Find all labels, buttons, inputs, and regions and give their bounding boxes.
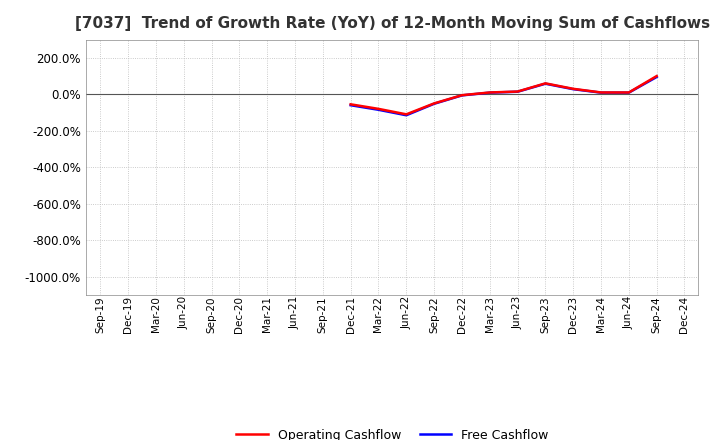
Operating Cashflow [458,92,467,98]
Free Cashflow [430,101,438,106]
Free Cashflow [569,87,577,92]
Operating Cashflow [569,86,577,92]
Free Cashflow [374,107,383,112]
Operating Cashflow [624,90,633,95]
Line: Free Cashflow: Free Cashflow [351,77,657,115]
Free Cashflow [624,90,633,95]
Free Cashflow [346,103,355,108]
Free Cashflow [485,90,494,95]
Operating Cashflow [485,90,494,95]
Free Cashflow [652,74,661,80]
Operating Cashflow [374,106,383,111]
Line: Operating Cashflow: Operating Cashflow [351,76,657,114]
Title: [7037]  Trend of Growth Rate (YoY) of 12-Month Moving Sum of Cashflows: [7037] Trend of Growth Rate (YoY) of 12-… [75,16,710,32]
Free Cashflow [402,113,410,118]
Operating Cashflow [430,101,438,106]
Operating Cashflow [541,81,550,86]
Operating Cashflow [597,90,606,95]
Operating Cashflow [346,102,355,107]
Legend: Operating Cashflow, Free Cashflow: Operating Cashflow, Free Cashflow [231,424,554,440]
Operating Cashflow [652,73,661,79]
Free Cashflow [513,89,522,94]
Free Cashflow [597,90,606,95]
Operating Cashflow [402,112,410,117]
Operating Cashflow [513,89,522,94]
Free Cashflow [541,81,550,86]
Free Cashflow [458,93,467,98]
